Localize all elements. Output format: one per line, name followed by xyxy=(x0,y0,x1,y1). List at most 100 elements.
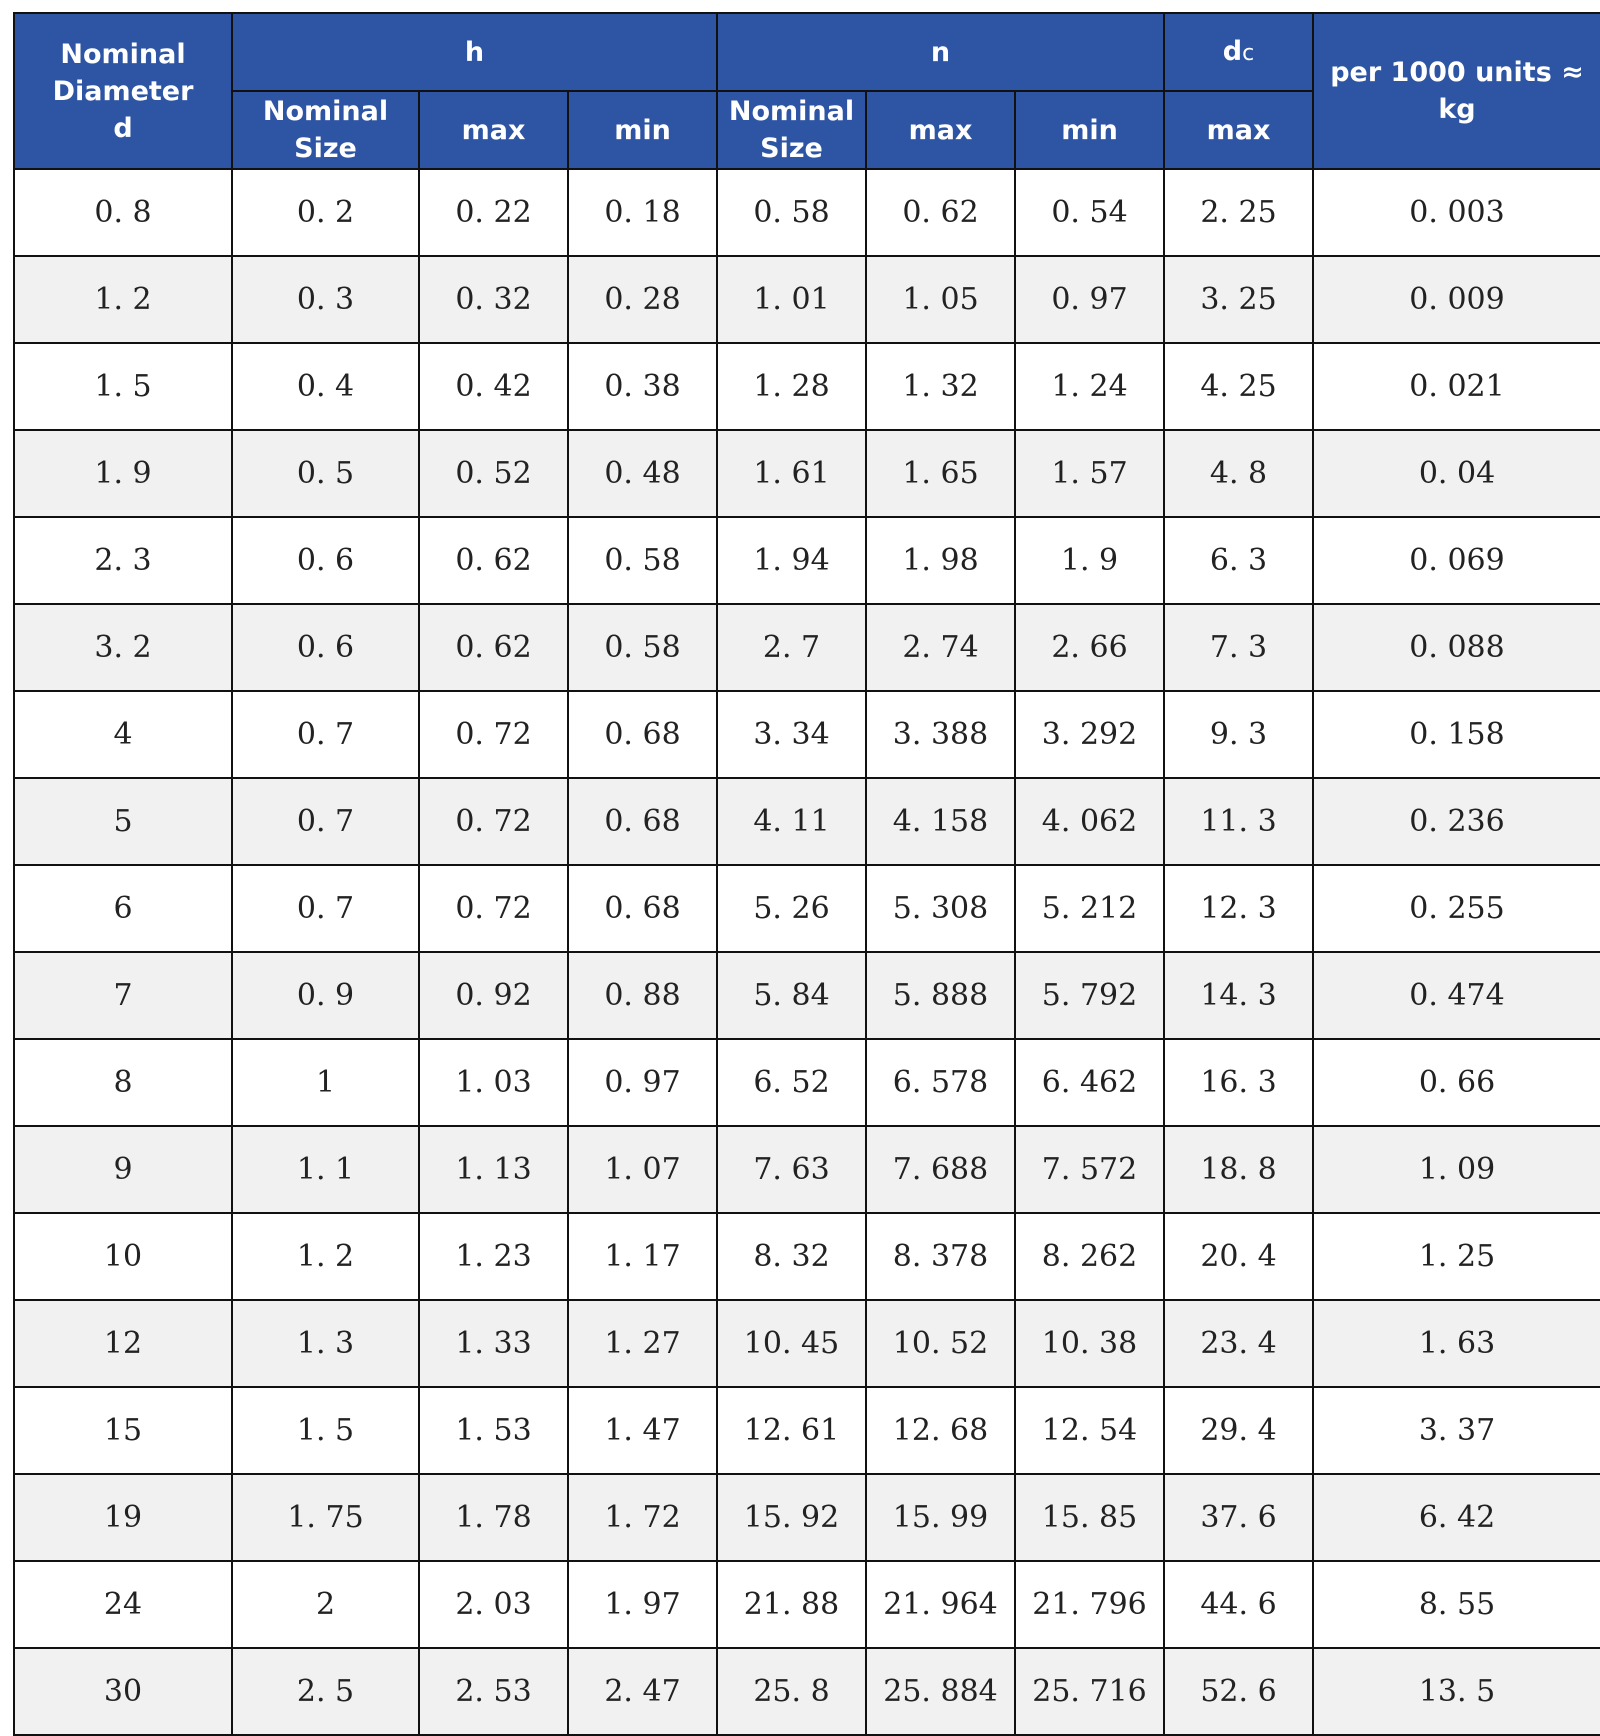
cell-n-nominal-size: 1. 61 xyxy=(716,429,867,518)
cell-h-min: 0. 48 xyxy=(567,429,718,518)
table-row: 19 1. 75 1. 78 1. 72 15. 92 15. 99 15. 85 37. 6… xyxy=(13,1473,1600,1562)
header-text: Nominal xyxy=(262,96,389,127)
cell-h-min: 0. 28 xyxy=(567,255,718,344)
table-body: 0. 8 0. 2 0. 22 0. 18 0. 58 0. 62 0. 54 2. 25 0.… xyxy=(13,168,1600,1736)
cell-nominal-diameter: 1. 2 xyxy=(13,255,233,344)
cell-h-max: 1. 23 xyxy=(418,1212,569,1301)
cell-h-min: 0. 58 xyxy=(567,516,718,605)
cell-nominal-diameter: 0. 8 xyxy=(13,168,233,257)
cell-weight-per-1000: 0. 003 xyxy=(1312,168,1600,257)
header-row-2: Nominal Size max min Nominal Size max mi… xyxy=(14,90,1600,170)
header-text: max xyxy=(461,114,526,146)
cell-n-max: 10. 52 xyxy=(865,1299,1016,1388)
cell-n-nominal-size: 1. 01 xyxy=(716,255,867,344)
cell-weight-per-1000: 0. 04 xyxy=(1312,429,1600,518)
cell-h-min: 0. 38 xyxy=(567,342,718,431)
cell-n-max: 12. 68 xyxy=(865,1386,1016,1475)
cell-n-min: 2. 66 xyxy=(1014,603,1165,692)
cell-h-min: 0. 68 xyxy=(567,864,718,953)
header-h-max: max xyxy=(418,90,569,170)
cell-dc-max: 6. 3 xyxy=(1163,516,1314,605)
table-row: 1. 2 0. 3 0. 32 0. 28 1. 01 1. 05 0. 97 3. 25 0.… xyxy=(13,255,1600,344)
header-text: d xyxy=(113,112,133,144)
cell-nominal-diameter: 9 xyxy=(13,1125,233,1214)
cell-h-nominal-size: 1. 75 xyxy=(231,1473,420,1562)
cell-h-max: 0. 52 xyxy=(418,429,569,518)
cell-n-nominal-size: 10. 45 xyxy=(716,1299,867,1388)
cell-n-max: 0. 62 xyxy=(865,168,1016,257)
cell-weight-per-1000: 1. 63 xyxy=(1312,1299,1600,1388)
cell-n-min: 25. 716 xyxy=(1014,1647,1165,1736)
cell-n-min: 5. 212 xyxy=(1014,864,1165,953)
table-row: 0. 8 0. 2 0. 22 0. 18 0. 58 0. 62 0. 54 2. 25 0.… xyxy=(13,168,1600,257)
header-text: max xyxy=(908,114,973,146)
cell-n-nominal-size: 8. 32 xyxy=(716,1212,867,1301)
cell-h-max: 0. 92 xyxy=(418,951,569,1040)
header-weight: per 1000 units ≈ kg xyxy=(1312,12,1600,170)
cell-dc-max: 12. 3 xyxy=(1163,864,1314,953)
cell-h-max: 2. 03 xyxy=(418,1560,569,1649)
header-dc: dc xyxy=(1163,12,1314,92)
cell-n-max: 8. 378 xyxy=(865,1212,1016,1301)
cell-n-nominal-size: 15. 92 xyxy=(716,1473,867,1562)
cell-nominal-diameter: 1. 5 xyxy=(13,342,233,431)
cell-weight-per-1000: 0. 021 xyxy=(1312,342,1600,431)
cell-nominal-diameter: 12 xyxy=(13,1299,233,1388)
cell-n-nominal-size: 2. 7 xyxy=(716,603,867,692)
header-subscript: c xyxy=(1242,40,1255,66)
cell-h-max: 2. 53 xyxy=(418,1647,569,1736)
cell-dc-max: 29. 4 xyxy=(1163,1386,1314,1475)
cell-n-min: 6. 462 xyxy=(1014,1038,1165,1127)
cell-weight-per-1000: 1. 09 xyxy=(1312,1125,1600,1214)
cell-n-min: 1. 9 xyxy=(1014,516,1165,605)
cell-nominal-diameter: 24 xyxy=(13,1560,233,1649)
cell-n-min: 0. 97 xyxy=(1014,255,1165,344)
cell-h-max: 0. 32 xyxy=(418,255,569,344)
cell-n-nominal-size: 5. 84 xyxy=(716,951,867,1040)
table-row: 30 2. 5 2. 53 2. 47 25. 8 25. 884 25. 716 52. 6… xyxy=(13,1647,1600,1736)
cell-h-max: 1. 78 xyxy=(418,1473,569,1562)
cell-nominal-diameter: 10 xyxy=(13,1212,233,1301)
cell-n-max: 5. 308 xyxy=(865,864,1016,953)
cell-h-min: 0. 18 xyxy=(567,168,718,257)
cell-n-nominal-size: 21. 88 xyxy=(716,1560,867,1649)
cell-n-min: 7. 572 xyxy=(1014,1125,1165,1214)
header-text: Size xyxy=(760,133,823,164)
cell-dc-max: 16. 3 xyxy=(1163,1038,1314,1127)
cell-weight-per-1000: 0. 158 xyxy=(1312,690,1600,779)
cell-h-min: 0. 58 xyxy=(567,603,718,692)
cell-h-max: 0. 62 xyxy=(418,603,569,692)
cell-h-nominal-size: 1. 1 xyxy=(231,1125,420,1214)
cell-h-min: 0. 68 xyxy=(567,777,718,866)
cell-h-max: 0. 72 xyxy=(418,690,569,779)
cell-h-max: 0. 22 xyxy=(418,168,569,257)
cell-weight-per-1000: 6. 42 xyxy=(1312,1473,1600,1562)
cell-weight-per-1000: 0. 069 xyxy=(1312,516,1600,605)
cell-dc-max: 23. 4 xyxy=(1163,1299,1314,1388)
cell-n-nominal-size: 4. 11 xyxy=(716,777,867,866)
cell-h-max: 1. 53 xyxy=(418,1386,569,1475)
cell-h-min: 1. 07 xyxy=(567,1125,718,1214)
cell-h-min: 1. 17 xyxy=(567,1212,718,1301)
cell-h-nominal-size: 1. 3 xyxy=(231,1299,420,1388)
cell-weight-per-1000: 1. 25 xyxy=(1312,1212,1600,1301)
cell-n-nominal-size: 1. 28 xyxy=(716,342,867,431)
table-row: 1. 9 0. 5 0. 52 0. 48 1. 61 1. 65 1. 57 4. 8 0. … xyxy=(13,429,1600,518)
cell-n-min: 12. 54 xyxy=(1014,1386,1165,1475)
cell-n-max: 1. 98 xyxy=(865,516,1016,605)
cell-weight-per-1000: 0. 255 xyxy=(1312,864,1600,953)
cell-h-nominal-size: 2. 5 xyxy=(231,1647,420,1736)
header-n-max: max xyxy=(865,90,1016,170)
cell-weight-per-1000: 0. 474 xyxy=(1312,951,1600,1040)
cell-n-max: 2. 74 xyxy=(865,603,1016,692)
cell-dc-max: 44. 6 xyxy=(1163,1560,1314,1649)
header-text: n xyxy=(930,36,951,68)
header-n-nominal-size: Nominal Size xyxy=(716,90,867,170)
cell-n-min: 21. 796 xyxy=(1014,1560,1165,1649)
cell-weight-per-1000: 13. 5 xyxy=(1312,1647,1600,1736)
header-row-1: Nominal Diameter d h n dc per 1000 units… xyxy=(13,12,1600,170)
cell-h-max: 0. 72 xyxy=(418,777,569,866)
cell-h-max: 1. 33 xyxy=(418,1299,569,1388)
